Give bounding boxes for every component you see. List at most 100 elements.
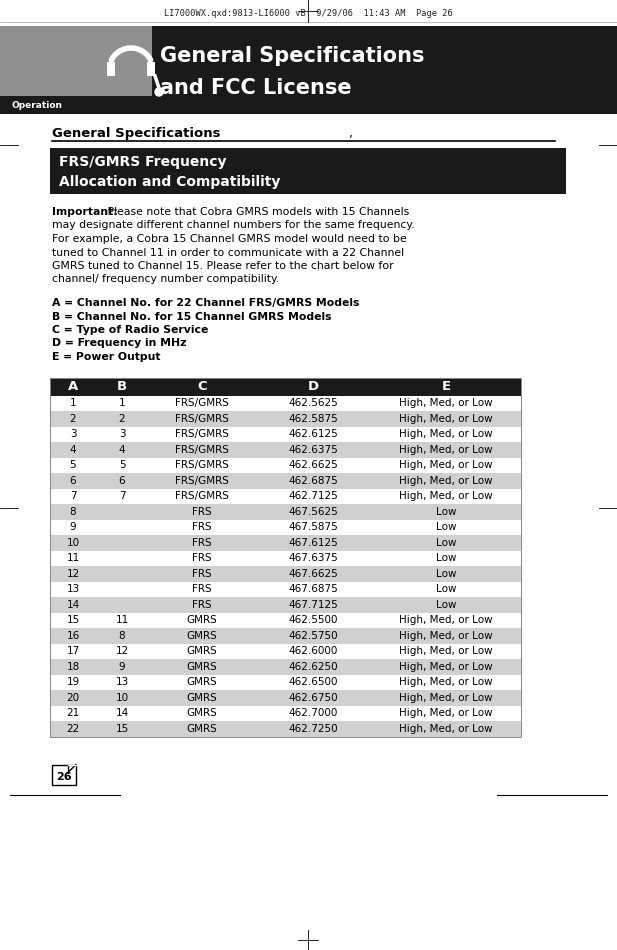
Text: may designate different channel numbers for the same frequency.: may designate different channel numbers … (52, 220, 415, 231)
Bar (147, 62, 155, 76)
Text: FRS: FRS (192, 584, 212, 595)
Text: 467.5625: 467.5625 (289, 506, 338, 517)
Text: High, Med, or Low: High, Med, or Low (399, 646, 493, 656)
Text: A = Channel No. for 22 Channel FRS/GMRS Models: A = Channel No. for 22 Channel FRS/GMRS … (52, 298, 359, 308)
Text: 462.6625: 462.6625 (289, 460, 338, 470)
Text: 467.6375: 467.6375 (289, 553, 338, 563)
Bar (107, 62, 115, 76)
Text: Low: Low (436, 553, 456, 563)
Text: 462.6125: 462.6125 (289, 429, 338, 439)
Text: 462.5500: 462.5500 (289, 616, 338, 625)
Bar (50, 659, 521, 674)
Text: channel/ frequency number compatibility.: channel/ frequency number compatibility. (52, 275, 280, 284)
Text: 21: 21 (67, 709, 80, 718)
Bar (50, 488, 521, 504)
Text: and FCC License: and FCC License (160, 78, 352, 98)
Text: 26: 26 (56, 772, 72, 783)
Text: High, Med, or Low: High, Med, or Low (399, 414, 493, 424)
Bar (50, 628, 521, 643)
Text: C: C (197, 380, 207, 393)
Text: 2: 2 (118, 414, 125, 424)
Text: 8: 8 (118, 631, 125, 640)
Bar (50, 458, 521, 473)
Text: 3: 3 (70, 429, 77, 439)
Bar (0, 26, 617, 114)
Text: GMRS: GMRS (186, 693, 217, 703)
Text: General Specifications: General Specifications (52, 127, 220, 141)
Text: 467.6625: 467.6625 (289, 569, 338, 579)
Text: 462.7250: 462.7250 (289, 724, 338, 733)
Text: 462.6500: 462.6500 (289, 677, 338, 687)
Text: 1: 1 (70, 398, 77, 408)
Text: General Specifications: General Specifications (160, 46, 424, 66)
Text: B: B (117, 380, 127, 393)
Text: FRS/GMRS: FRS/GMRS (175, 429, 229, 439)
Text: 467.7125: 467.7125 (289, 599, 338, 610)
Text: 15: 15 (115, 724, 128, 733)
Text: 14: 14 (115, 709, 128, 718)
Bar (52, 765, 76, 785)
Bar (50, 690, 521, 706)
Text: Low: Low (436, 599, 456, 610)
Bar (50, 377, 521, 395)
Text: 467.5875: 467.5875 (289, 522, 338, 532)
Bar (50, 520, 521, 535)
Bar (50, 411, 521, 427)
Text: 9: 9 (70, 522, 77, 532)
Text: 19: 19 (67, 677, 80, 687)
Text: 5: 5 (118, 460, 125, 470)
Text: Allocation and Compatibility: Allocation and Compatibility (59, 175, 280, 189)
Bar (0, 26, 152, 114)
Text: Low: Low (436, 584, 456, 595)
Text: B = Channel No. for 15 Channel GMRS Models: B = Channel No. for 15 Channel GMRS Mode… (52, 312, 331, 321)
Text: 467.6125: 467.6125 (289, 538, 338, 548)
Text: GMRS: GMRS (186, 709, 217, 718)
Text: High, Med, or Low: High, Med, or Low (399, 693, 493, 703)
Text: 17: 17 (67, 646, 80, 656)
Text: 462.6250: 462.6250 (289, 662, 338, 672)
Text: 9: 9 (118, 662, 125, 672)
Text: Operation: Operation (12, 101, 63, 109)
Text: 11: 11 (115, 616, 128, 625)
Text: High, Med, or Low: High, Med, or Low (399, 677, 493, 687)
Text: 16: 16 (67, 631, 80, 640)
Text: High, Med, or Low: High, Med, or Low (399, 476, 493, 485)
Text: Important:: Important: (52, 207, 118, 217)
Text: For example, a Cobra 15 Channel GMRS model would need to be: For example, a Cobra 15 Channel GMRS mod… (52, 234, 407, 244)
Text: FRS/GMRS: FRS/GMRS (175, 460, 229, 470)
Text: FRS: FRS (192, 569, 212, 579)
Text: GMRS: GMRS (186, 724, 217, 733)
Text: 12: 12 (115, 646, 128, 656)
Text: 22: 22 (67, 724, 80, 733)
Text: High, Med, or Low: High, Med, or Low (399, 631, 493, 640)
Text: GMRS tuned to Channel 15. Please refer to the chart below for: GMRS tuned to Channel 15. Please refer t… (52, 261, 394, 271)
Text: 13: 13 (67, 584, 80, 595)
Text: Please note that Cobra GMRS models with 15 Channels: Please note that Cobra GMRS models with … (104, 207, 409, 217)
Text: 20: 20 (67, 693, 80, 703)
Text: 462.6375: 462.6375 (289, 445, 338, 455)
Text: 12: 12 (67, 569, 80, 579)
Text: 11: 11 (67, 553, 80, 563)
Text: FRS: FRS (192, 506, 212, 517)
Text: FRS/GMRS Frequency: FRS/GMRS Frequency (59, 155, 226, 169)
Text: 14: 14 (67, 599, 80, 610)
Text: ,: , (349, 126, 353, 140)
Text: GMRS: GMRS (186, 677, 217, 687)
Text: tuned to Channel 11 in order to communicate with a 22 Channel: tuned to Channel 11 in order to communic… (52, 248, 404, 257)
Text: Low: Low (436, 506, 456, 517)
Text: GMRS: GMRS (186, 662, 217, 672)
Bar (50, 395, 521, 411)
Text: GMRS: GMRS (186, 616, 217, 625)
Text: E = Power Output: E = Power Output (52, 352, 160, 362)
Text: High, Med, or Low: High, Med, or Low (399, 445, 493, 455)
Text: C = Type of Radio Service: C = Type of Radio Service (52, 325, 209, 335)
Text: 15: 15 (67, 616, 80, 625)
Text: High, Med, or Low: High, Med, or Low (399, 616, 493, 625)
Bar (50, 643, 521, 659)
Text: 462.5625: 462.5625 (289, 398, 338, 408)
Text: FRS: FRS (192, 538, 212, 548)
Bar (50, 535, 521, 550)
Text: D: D (308, 380, 319, 393)
Text: 462.6875: 462.6875 (289, 476, 338, 485)
Bar (50, 597, 521, 613)
